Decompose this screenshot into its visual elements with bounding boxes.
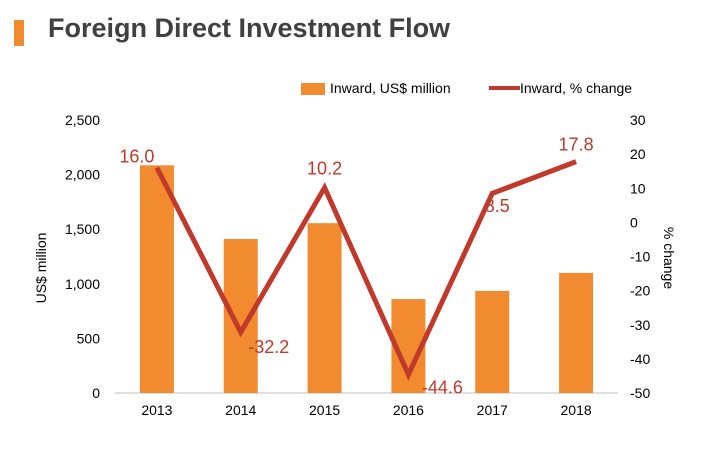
pct-change-line	[154, 159, 577, 381]
y-tick-2: 1,000	[65, 276, 100, 292]
title-accent-bar	[14, 20, 24, 46]
x-tick-2013: 2013	[141, 402, 172, 418]
legend: Inward, US$ million Inward, % change	[301, 80, 632, 96]
x-tick-2017: 2017	[477, 402, 508, 418]
y2-tick-5: 0	[630, 214, 638, 230]
y2-tick-4: -10	[630, 249, 650, 265]
y-tick-0: 0	[92, 385, 100, 401]
legend-bar-label: Inward, US$ million	[330, 80, 451, 96]
y2-tick-1: -40	[630, 351, 650, 367]
data-label-2017: 8.5	[485, 196, 510, 216]
y2-tick-3: -20	[630, 283, 650, 299]
y2-tick-6: 10	[630, 180, 646, 196]
x-tick-2014: 2014	[225, 402, 256, 418]
x-axis-ticks: 2013 2014 2015 2016 2017 2018	[141, 402, 592, 418]
bar-2018	[559, 272, 594, 393]
data-label-2014: -32.2	[248, 337, 289, 357]
bar-2015	[307, 223, 342, 393]
x-tick-2018: 2018	[561, 402, 592, 418]
y-tick-1: 500	[77, 330, 101, 346]
y-axis-label: US$ million	[33, 233, 49, 304]
x-tick-2015: 2015	[309, 402, 340, 418]
legend-line-label: Inward, % change	[520, 80, 632, 96]
bar-2017	[475, 290, 510, 393]
data-label-2018: 17.8	[559, 134, 594, 154]
chart-title: Foreign Direct Investment Flow	[48, 13, 451, 43]
y-axis-ticks: 0 500 1,000 1,500 2,000 2,500	[65, 112, 100, 401]
data-label-2015: 10.2	[307, 158, 342, 178]
y2-tick-2: -30	[630, 317, 650, 333]
data-label-2013: 16.0	[119, 147, 154, 167]
y-tick-5: 2,500	[65, 112, 100, 128]
legend-bar-swatch	[301, 83, 325, 95]
y2-tick-0: -50	[630, 385, 650, 401]
y2-axis-ticks: -50 -40 -30 -20 -10 0 10 20 30	[630, 112, 650, 401]
data-labels: 16.0 -32.2 10.2 -44.6 8.5 17.8	[119, 134, 593, 397]
y2-tick-8: 30	[630, 112, 646, 128]
data-label-2016: -44.6	[422, 377, 463, 397]
y-tick-4: 2,000	[65, 167, 100, 183]
y-tick-3: 1,500	[65, 221, 100, 237]
y2-axis-label: % change	[661, 227, 677, 289]
bar-2013	[139, 165, 174, 393]
y2-tick-7: 20	[630, 146, 646, 162]
x-tick-2016: 2016	[393, 402, 424, 418]
